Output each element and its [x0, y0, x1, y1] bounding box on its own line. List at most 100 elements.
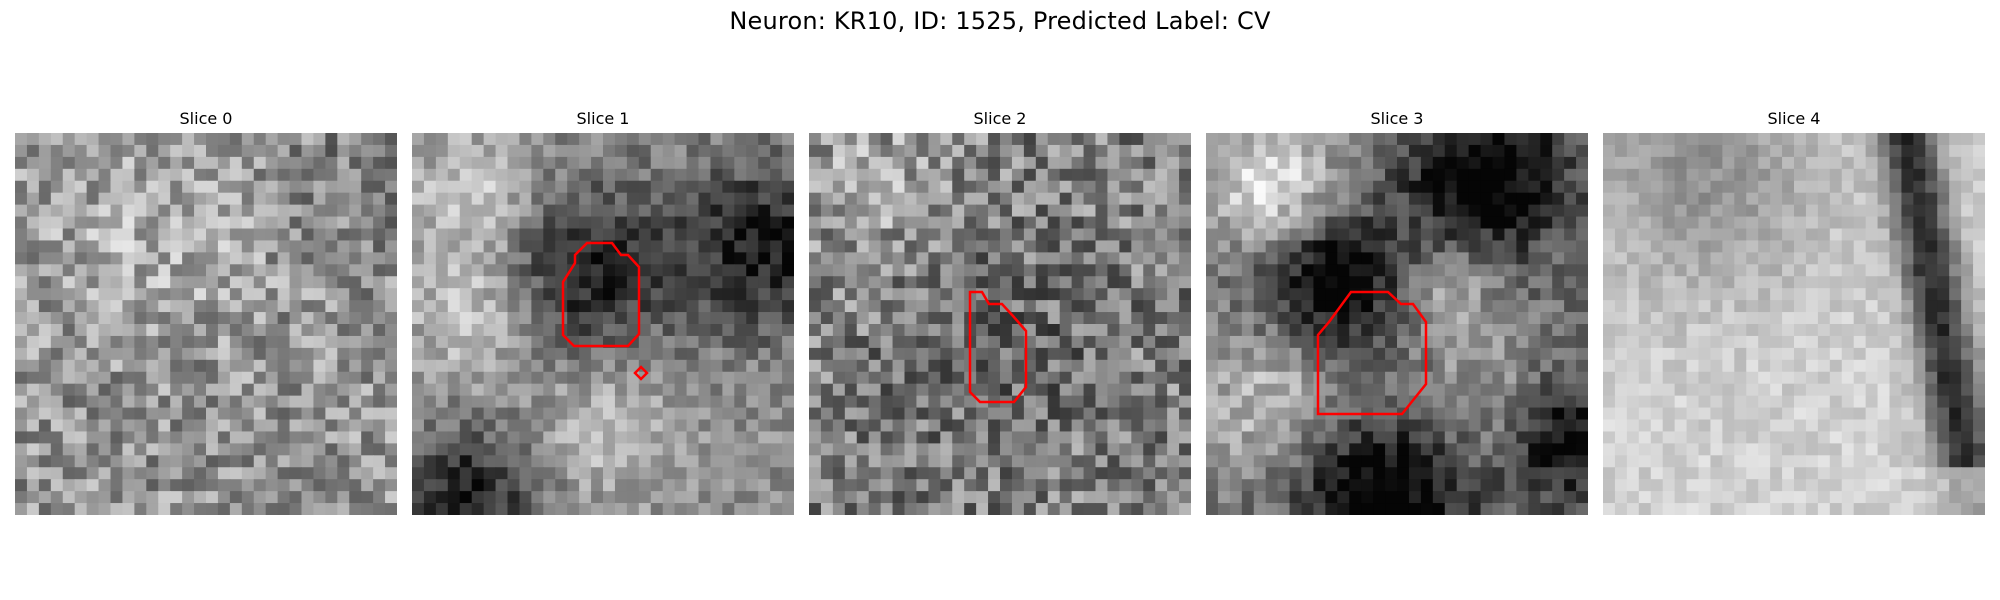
pixel — [1853, 300, 1867, 313]
pixel — [1576, 443, 1588, 456]
pixel — [1794, 276, 1807, 289]
pixel — [1698, 383, 1712, 397]
pixel — [1961, 180, 1974, 194]
pixel — [1504, 276, 1517, 289]
pixel — [1782, 204, 1795, 218]
pixel — [134, 455, 147, 468]
pixel — [1047, 300, 1061, 313]
pixel — [892, 491, 906, 504]
pixel — [1107, 479, 1120, 492]
pixel — [1516, 204, 1529, 218]
pixel — [1552, 347, 1565, 361]
pixel — [1949, 228, 1962, 242]
pixel — [734, 300, 747, 313]
pixel — [904, 383, 918, 397]
pixel — [1973, 312, 1985, 325]
pixel — [1913, 300, 1926, 313]
pixel — [603, 312, 616, 325]
pixel — [1000, 240, 1013, 253]
pixel — [1913, 156, 1926, 170]
pixel — [1361, 503, 1374, 515]
pixel — [1000, 383, 1013, 397]
pixel — [1047, 276, 1061, 289]
pixel — [770, 395, 783, 409]
pixel — [1289, 300, 1303, 313]
pixel — [277, 491, 291, 504]
pixel — [1385, 503, 1398, 515]
pixel — [988, 312, 1001, 325]
pixel — [471, 479, 485, 492]
pixel — [1420, 204, 1434, 218]
pixel — [1047, 491, 1061, 504]
pixel — [349, 359, 362, 373]
pixel — [856, 383, 870, 397]
pixel — [134, 133, 147, 146]
pixel — [447, 324, 461, 337]
pixel — [638, 192, 652, 206]
pixel — [1337, 216, 1350, 230]
pixel — [110, 455, 124, 468]
pixel — [1614, 192, 1628, 206]
pixel — [1710, 335, 1723, 349]
pixel — [349, 264, 362, 277]
pixel — [1432, 264, 1446, 277]
pixel — [1746, 395, 1759, 409]
pixel — [349, 228, 362, 242]
pixel — [423, 479, 437, 492]
pixel — [325, 276, 338, 289]
pixel — [1229, 180, 1243, 194]
pixel — [1504, 371, 1517, 385]
pixel — [904, 192, 918, 206]
pixel — [904, 300, 918, 313]
pixel — [1071, 192, 1085, 206]
pixel — [832, 431, 846, 444]
pixel — [1131, 300, 1144, 313]
pixel — [253, 371, 267, 385]
pixel — [1131, 335, 1144, 349]
pixel — [507, 180, 521, 194]
pixel — [1313, 419, 1326, 433]
pixel — [1829, 312, 1843, 325]
pixel — [1277, 503, 1291, 515]
pixel — [734, 503, 747, 515]
pixel — [110, 204, 124, 218]
pixel — [1179, 228, 1191, 242]
pixel — [50, 455, 64, 468]
pixel — [988, 288, 1001, 301]
pixel — [349, 192, 362, 206]
pixel — [1179, 204, 1191, 218]
pixel — [289, 144, 303, 158]
pixel — [820, 288, 834, 301]
pixel — [1083, 419, 1097, 433]
pixel — [1516, 192, 1529, 206]
pixel — [495, 419, 509, 433]
pixel — [206, 407, 219, 421]
pixel — [1217, 383, 1231, 397]
pixel — [435, 312, 449, 325]
pixel — [206, 419, 219, 433]
pixel — [674, 216, 688, 230]
pixel — [880, 419, 894, 433]
pixel — [1564, 192, 1577, 206]
pixel — [74, 192, 88, 206]
pixel — [86, 228, 100, 242]
pixel — [519, 216, 532, 230]
pixel — [579, 204, 592, 218]
pixel — [1301, 383, 1315, 397]
pixel — [1265, 383, 1279, 397]
pixel — [1937, 252, 1950, 265]
pixel — [1746, 455, 1759, 468]
pixel — [1552, 455, 1565, 468]
pixel — [301, 479, 315, 492]
pixel — [301, 168, 315, 182]
pixel — [98, 347, 112, 361]
pixel — [385, 228, 397, 242]
pixel — [1722, 156, 1735, 170]
pixel — [459, 144, 473, 158]
pixel — [614, 383, 628, 397]
pixel — [423, 133, 437, 146]
pixel — [1035, 347, 1049, 361]
pixel — [880, 335, 894, 349]
pixel — [1817, 347, 1831, 361]
pixel — [770, 312, 783, 325]
